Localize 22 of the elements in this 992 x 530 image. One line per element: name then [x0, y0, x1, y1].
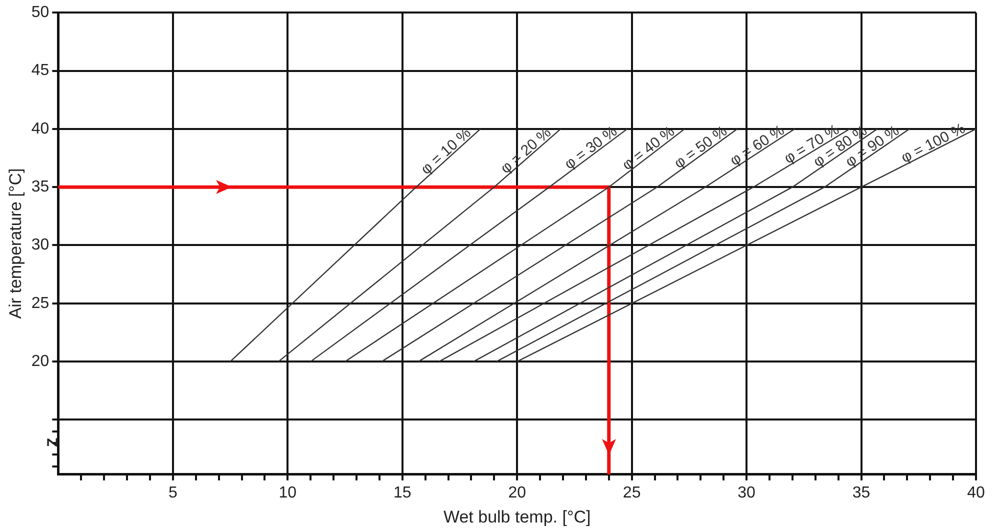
annotation: Z — [44, 438, 62, 447]
y-tick-label: 45 — [31, 62, 50, 80]
x-tick-label: 40 — [967, 484, 985, 502]
text: φ = 30 % — [561, 122, 620, 173]
text: φ = 100 % — [898, 120, 968, 167]
y-tick-label: 35 — [31, 178, 50, 196]
x-tick-label: 35 — [852, 484, 870, 502]
text: φ = 10 % — [418, 124, 474, 178]
y-axis-title: Air temperature [°C] — [6, 168, 25, 319]
text: φ = 20 % — [497, 124, 554, 178]
x-axis-title: Wet bulb temp. [°C] — [443, 507, 591, 526]
x-tick-label: 5 — [168, 484, 178, 502]
y-tick-label: 50 — [31, 4, 50, 22]
y-tick-label: 25 — [31, 294, 50, 312]
x-tick-label: 20 — [508, 484, 526, 502]
x-tick-label: 25 — [622, 484, 641, 502]
x-tick-label: 10 — [278, 484, 297, 502]
x-tick-label: 30 — [738, 484, 756, 502]
y-tick-label: 20 — [31, 352, 50, 370]
y-tick-label: 30 — [31, 236, 50, 254]
x-tick-label: 15 — [393, 484, 412, 502]
y-tick-label: 40 — [31, 120, 50, 138]
